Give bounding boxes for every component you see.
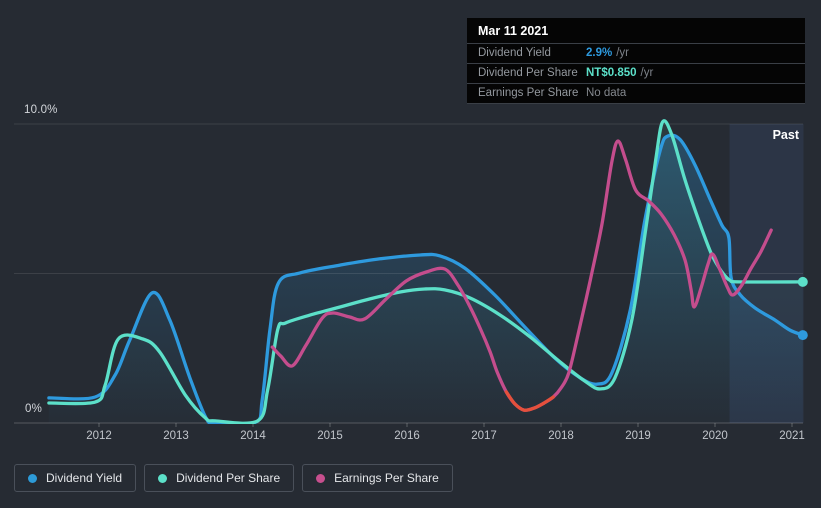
tooltip-title: Mar 11 2021 — [478, 24, 549, 38]
tooltip-row-label: Dividend Per Share — [478, 67, 578, 79]
legend-item-earnings-per-share[interactable]: Earnings Per Share — [302, 464, 453, 492]
y-axis-label-bottom: 0% — [25, 403, 43, 415]
x-axis-year-label: 2021 — [779, 430, 805, 442]
tooltip-row-label: Earnings Per Share — [478, 87, 579, 99]
y-axis-label-top: 10.0% — [24, 104, 58, 116]
tooltip-row-value: No data — [586, 87, 627, 99]
series-fill-1 — [48, 120, 803, 424]
tooltip-row: Dividend Yield 2.9%/yr — [467, 43, 805, 63]
x-axis-year-label: 2016 — [394, 430, 420, 442]
tooltip-row-value: NT$0.850 — [586, 67, 637, 79]
tooltip-row-value: 2.9% — [586, 47, 613, 59]
x-axis-year-label: 2017 — [471, 430, 497, 442]
series-line-earnings-per-share-negative — [504, 390, 555, 412]
x-axis-year-label: 2018 — [548, 430, 574, 442]
tooltip-rows: Dividend Yield 2.9%/yr Dividend Per Share N… — [467, 43, 805, 103]
legend-dot-icon — [316, 473, 326, 483]
legend-item-dividend-yield[interactable]: Dividend Yield — [14, 464, 137, 492]
tooltip-row: Dividend Per Share NT$0.850/yr — [467, 63, 805, 83]
legend-item-dividend-per-share[interactable]: Dividend Per Share — [144, 464, 295, 492]
legend-item-label: Dividend Per Share — [176, 471, 281, 485]
legend-dot-icon — [158, 473, 168, 483]
legend-item-label: Earnings Per Share — [334, 471, 439, 485]
chart-legend: Dividend Yield Dividend Per Share Earnings… — [14, 464, 453, 492]
legend-item-label: Dividend Yield — [46, 471, 123, 485]
x-axis-year-label: 2014 — [240, 430, 266, 442]
chart-tooltip: Mar 11 2021 Dividend Yield 2.9%/yr Dividen… — [467, 18, 805, 104]
tooltip-row-suffix: /yr — [640, 67, 654, 79]
tooltip-row: Earnings Per Share No data — [467, 83, 805, 103]
x-axis-year-label: 2015 — [317, 430, 343, 442]
series-end-dot-dividend-yield — [797, 330, 808, 341]
x-axis-year-label: 2020 — [702, 430, 728, 442]
series-fill-0 — [48, 135, 803, 424]
series-line-earnings-per-share — [270, 139, 773, 412]
x-axis-year-label: 2012 — [86, 430, 112, 442]
x-axis-year-label: 2019 — [625, 430, 651, 442]
series-line-dividend-yield — [47, 133, 803, 424]
past-label: Past — [772, 128, 799, 142]
series-line-dividend-per-share — [47, 119, 803, 424]
series-end-dot-dividend-per-share — [797, 276, 808, 287]
x-axis-year-label: 2013 — [163, 430, 189, 442]
legend-dot-icon — [28, 473, 37, 483]
tooltip-row-suffix: /yr — [616, 47, 629, 59]
tooltip-row-label: Dividend Yield — [478, 47, 551, 59]
